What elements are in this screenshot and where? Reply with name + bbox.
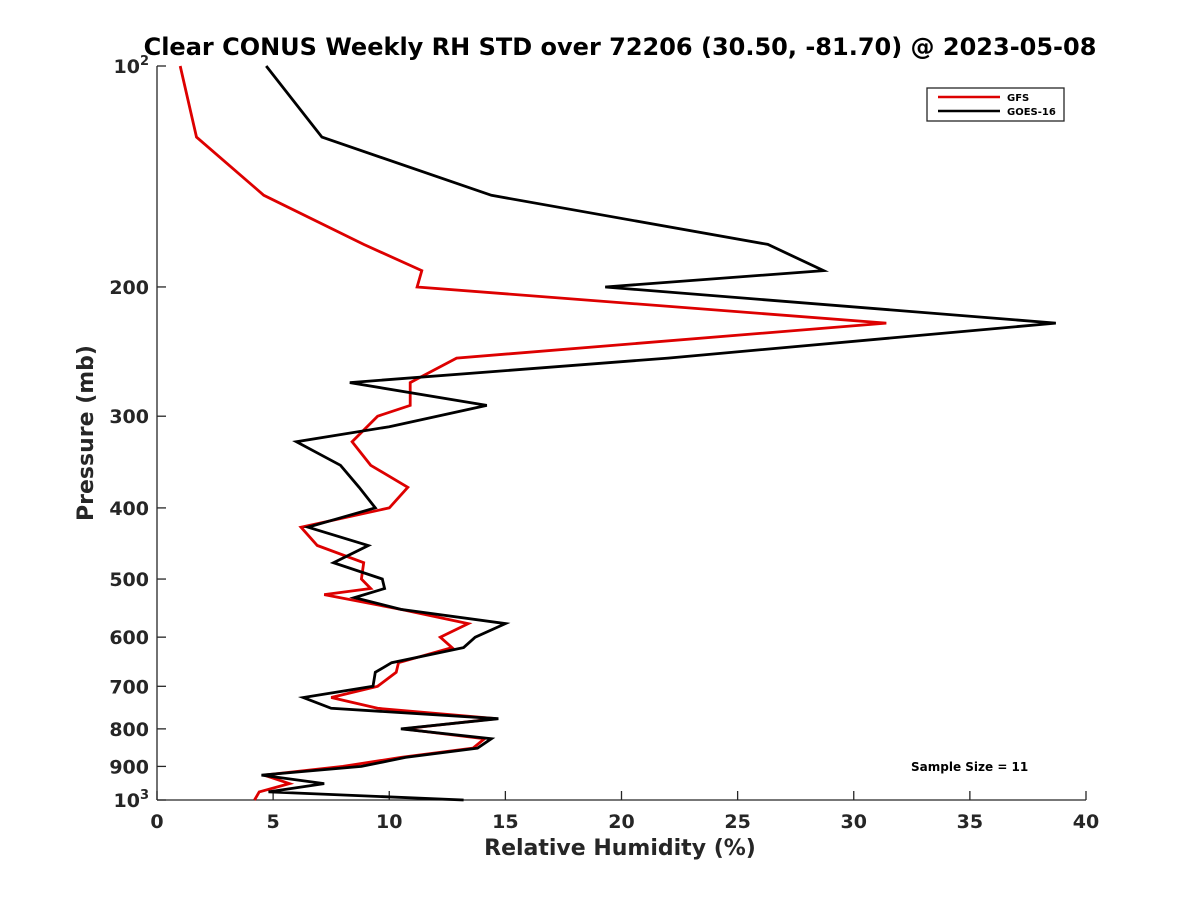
y-tick-label: 300 (109, 406, 149, 428)
x-tick-label: 10 (376, 811, 402, 833)
y-tick-exponent: 2 (140, 54, 149, 69)
y-tick-label: 700 (109, 676, 149, 698)
y-axis-label: Pressure (mb) (74, 345, 99, 521)
y-tick-label: 103 (114, 788, 150, 812)
x-tick-label: 0 (150, 811, 163, 833)
legend-label: GFS (1007, 93, 1029, 104)
legend-box (926, 87, 1065, 122)
legend: GFS GOES-16 (926, 87, 1065, 122)
x-tick-label: 20 (608, 811, 634, 833)
x-tick-label: 40 (1073, 811, 1099, 833)
series-layer (178, 65, 1056, 802)
y-tick-label: 800 (109, 719, 149, 741)
sample-size-annotation: Sample Size = 11 (911, 760, 1028, 774)
y-tick-exponent: 3 (140, 788, 149, 803)
x-tick-label: 15 (492, 811, 518, 833)
y-tick-label: 600 (109, 627, 149, 649)
plot-axes-box (156, 66, 1086, 801)
series-line-goes-16 (261, 65, 1056, 802)
x-tick-label: 25 (724, 811, 750, 833)
y-tick-base: 10 (114, 790, 140, 812)
y-tick-label: 400 (109, 498, 149, 520)
legend-label: GOES-16 (1007, 107, 1056, 118)
y-tick-label: 200 (109, 277, 149, 299)
chart-title: Clear CONUS Weekly RH STD over 72206 (30… (144, 33, 1097, 61)
y-tick-label: 500 (109, 569, 149, 591)
y-tick-label: 102 (114, 54, 150, 78)
x-axis-label: Relative Humidity (%) (484, 836, 756, 861)
x-axis-ticks: 0 5 10 15 20 25 30 35 40 (150, 791, 1099, 833)
x-tick-label: 35 (957, 811, 983, 833)
x-tick-label: 30 (841, 811, 867, 833)
y-tick-base: 10 (114, 56, 140, 78)
y-tick-label: 900 (109, 756, 149, 778)
series-line-gfs (178, 65, 887, 801)
x-tick-label: 5 (267, 811, 280, 833)
